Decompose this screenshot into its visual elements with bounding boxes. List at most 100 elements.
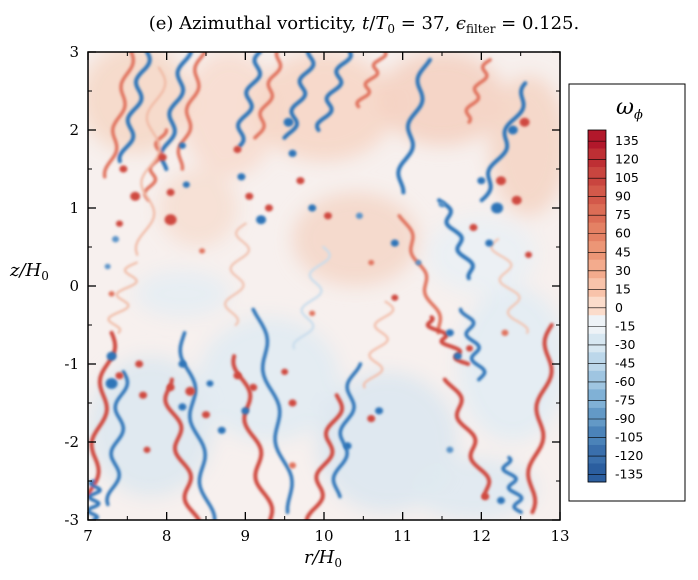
colorbar-label: -75 <box>615 392 635 407</box>
vortex-blob <box>112 236 120 243</box>
x-tick-label: 12 <box>472 527 491 545</box>
vortex-blob <box>368 259 375 266</box>
colorbar-label: -120 <box>615 448 643 463</box>
vorticity-filament <box>251 307 294 514</box>
vortex-blob <box>288 149 297 157</box>
colorbar-label: 135 <box>615 133 639 148</box>
x-tick-label: 7 <box>83 527 93 545</box>
vorticity-filament <box>236 52 263 148</box>
vorticity-filament <box>282 52 316 140</box>
vortex-blob <box>182 181 190 188</box>
vortex-blob <box>256 215 267 225</box>
vortex-blob <box>288 399 297 407</box>
vorticity-filament <box>223 222 251 327</box>
colorbar-cell <box>588 333 606 353</box>
vorticity-soft-region <box>489 75 560 216</box>
colorbar-cell <box>588 130 606 149</box>
colorbar: ωϕ 1351201059075604530150-15-30-45-60-75… <box>568 83 686 502</box>
vortex-blob <box>281 368 289 375</box>
x-tick-label: 11 <box>393 527 412 545</box>
vortex-blob <box>445 329 454 337</box>
colorbar-cell <box>588 148 606 168</box>
x-tick-label: 8 <box>162 527 172 545</box>
colorbar-label: -15 <box>615 318 635 333</box>
colorbar-label: 15 <box>615 281 631 296</box>
vortex-blob <box>355 212 363 219</box>
vorticity-filament <box>314 52 353 132</box>
colorbar-label: 30 <box>615 263 631 278</box>
vortex-blob <box>477 177 486 185</box>
vortex-blob <box>237 173 246 181</box>
colorbar-cell <box>588 352 606 372</box>
vortex-blob <box>501 329 509 336</box>
vorticity-filament <box>102 52 136 179</box>
vortex-blob <box>469 223 478 232</box>
vortex-blob <box>233 372 242 380</box>
x-tick-label: 9 <box>241 527 251 545</box>
colorbar-label: -105 <box>615 430 643 445</box>
vortex-blob <box>296 177 305 185</box>
colorbar-cell <box>588 222 606 242</box>
vorticity-filament <box>304 393 345 520</box>
vorticity-soft-region <box>457 286 560 442</box>
vorticity-soft-region <box>426 215 537 294</box>
chart-title: (e) Azimuthal vorticity, t/T0 = 37, ϵfil… <box>149 13 579 36</box>
vortex-blob <box>106 351 117 361</box>
vortex-blob <box>166 188 175 196</box>
vortex-blob <box>105 378 118 389</box>
x-axis-title: r/H0 <box>304 547 342 570</box>
vortex-blob <box>507 125 518 135</box>
vortex-blob <box>119 165 128 173</box>
y-tick-label: 1 <box>69 199 79 217</box>
colorbar-outline <box>587 129 607 483</box>
vorticity-filament <box>396 57 432 195</box>
vorticity-filament <box>397 214 443 335</box>
vorticity-filament <box>163 377 201 520</box>
vortex-blob <box>178 360 187 368</box>
vorticity-filament <box>231 354 275 520</box>
vorticity-soft-region <box>158 169 238 247</box>
vortex-blob <box>115 220 123 227</box>
vortex-blob <box>108 291 115 297</box>
colorbar-label: 45 <box>615 244 631 259</box>
vortex-blob <box>233 145 242 154</box>
y-tick-label: -3 <box>64 511 79 529</box>
vortex-blob <box>283 117 294 127</box>
colorbar-label: 0 <box>615 300 623 315</box>
vorticity-filament <box>88 479 102 520</box>
vorticity-filament <box>479 81 528 203</box>
vortex-blob <box>249 383 258 391</box>
vorticity-filament <box>158 52 193 171</box>
vortex-blob <box>390 239 399 247</box>
colorbar-label: 120 <box>615 152 639 167</box>
y-tick-label: 3 <box>69 43 79 61</box>
vorticity-filament <box>88 330 118 498</box>
vorticity-filament <box>253 52 283 140</box>
vortex-blob <box>491 202 504 214</box>
vorticity-filament <box>526 323 554 515</box>
vorticity-filament <box>107 261 138 334</box>
vorticity-filament <box>437 198 475 281</box>
vortex-blob <box>143 446 151 453</box>
vortex-blob <box>485 239 494 247</box>
vortex-blob <box>289 462 297 469</box>
colorbar-label: 60 <box>615 226 631 241</box>
colorbar-cell <box>588 407 606 427</box>
vortex-blob <box>375 407 384 415</box>
vorticity-filament <box>464 58 492 124</box>
y-tick-label: 0 <box>69 277 79 295</box>
colorbar-cell <box>588 204 606 224</box>
colorbar-label: 75 <box>615 207 631 222</box>
vorticity-filament <box>442 377 492 499</box>
vortex-blob <box>202 411 210 419</box>
vorticity-soft-region <box>379 52 505 146</box>
vortex-blob <box>104 263 111 270</box>
vortex-blob <box>446 446 454 453</box>
vorticity-soft-region <box>88 356 214 497</box>
colorbar-label: -60 <box>615 374 635 389</box>
vortex-blob <box>241 407 250 415</box>
vortex-blob <box>164 214 177 226</box>
vortex-blob <box>178 142 186 149</box>
vortex-blob <box>481 493 490 501</box>
